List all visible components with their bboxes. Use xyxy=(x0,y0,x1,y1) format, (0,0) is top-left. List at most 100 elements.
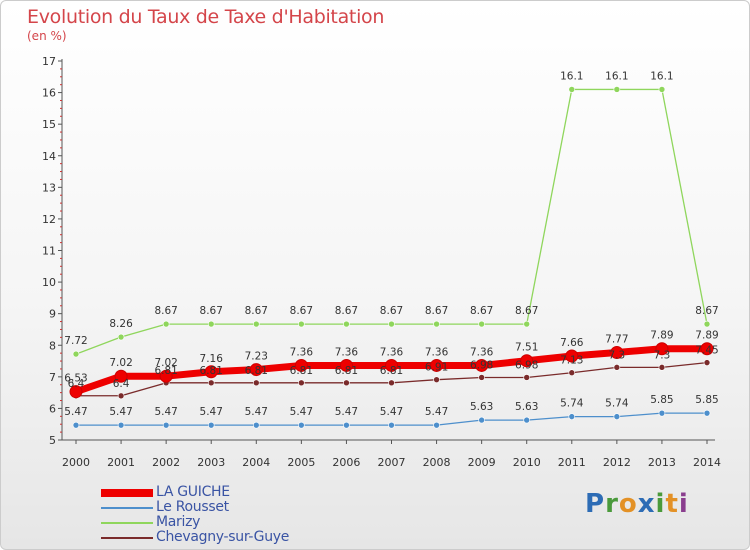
data-point-2 xyxy=(388,320,395,328)
data-label-0: 7.77 xyxy=(605,334,628,346)
data-point-3 xyxy=(298,379,305,387)
logo-letter: x xyxy=(637,489,656,519)
data-point-1 xyxy=(72,421,80,429)
data-point-1 xyxy=(343,421,350,429)
data-label-3: 6.81 xyxy=(245,365,268,377)
legend-label: Chevagny-sur-Guye xyxy=(156,529,290,545)
data-labels-layer: 6.537.02 7.02 7.16 7.23 7.36 7.36 7.36 7.36 7.36… xyxy=(64,70,718,418)
data-point-0 xyxy=(655,342,669,356)
data-label-2: 8.67 xyxy=(245,305,268,317)
data-label-2: 7.72 xyxy=(64,335,87,347)
data-label-3: 6.81 xyxy=(290,365,313,377)
data-label-3: 6.81 xyxy=(335,365,358,377)
data-label-0: 7.36 xyxy=(470,346,494,358)
data-label-2: 8.67 xyxy=(290,305,313,317)
data-point-0 xyxy=(475,358,489,372)
legend-swatch xyxy=(101,522,153,524)
data-label-3: 6.81 xyxy=(200,365,223,377)
data-point-3 xyxy=(478,374,485,381)
x-tick-label: 2008 xyxy=(423,456,451,469)
data-point-3 xyxy=(207,379,215,387)
y-tick-label: 17 xyxy=(42,55,56,68)
data-label-2: 8.67 xyxy=(200,305,223,317)
logo-letter: i xyxy=(655,489,666,519)
data-point-2 xyxy=(478,320,485,328)
data-label-1: 5.85 xyxy=(650,394,673,406)
data-point-1 xyxy=(162,421,170,429)
data-point-3 xyxy=(252,379,260,387)
data-point-3 xyxy=(613,364,621,371)
data-point-2 xyxy=(207,320,215,328)
data-point-1 xyxy=(433,421,440,429)
data-label-2: 8.67 xyxy=(515,305,538,317)
data-label-1: 5.47 xyxy=(380,406,403,418)
data-label-3: 7.45 xyxy=(695,345,718,357)
data-label-1: 5.47 xyxy=(64,406,87,418)
data-point-1 xyxy=(658,409,666,417)
y-tick-label: 10 xyxy=(42,276,56,289)
data-point-1 xyxy=(388,421,395,429)
data-point-2 xyxy=(703,320,711,328)
x-tick-label: 2003 xyxy=(197,456,225,469)
y-tick-label: 9 xyxy=(49,308,56,321)
data-point-2 xyxy=(568,86,576,93)
y-tick-label: 7 xyxy=(49,371,56,384)
data-label-0: 7.51 xyxy=(515,342,538,354)
x-tick-label: 2006 xyxy=(332,456,360,469)
data-label-2: 8.67 xyxy=(425,305,448,317)
data-point-0 xyxy=(565,349,579,363)
x-tick-label: 2007 xyxy=(378,456,406,469)
data-label-1: 5.47 xyxy=(425,406,448,418)
data-point-1 xyxy=(568,413,576,420)
proxiti-logo: Proxiti xyxy=(585,489,689,519)
data-point-0 xyxy=(700,342,714,356)
x-tick-label: 2005 xyxy=(287,456,315,469)
data-point-3 xyxy=(388,379,395,387)
x-tick-label: 2014 xyxy=(693,456,721,469)
x-tick-label: 2011 xyxy=(558,456,586,469)
x-tick-label: 2012 xyxy=(603,456,631,469)
data-label-0: 7.36 xyxy=(380,346,404,358)
legend-label: LA GUICHE xyxy=(156,484,230,500)
legend-swatch xyxy=(101,489,153,497)
data-label-2: 8.67 xyxy=(335,305,358,317)
data-point-2 xyxy=(162,320,170,328)
data-label-3: 6.98 xyxy=(515,359,538,371)
data-point-3 xyxy=(117,392,125,400)
y-tick-label: 8 xyxy=(49,339,56,352)
chart-axes: 5 6 7 8 9 10 11 12 13 14 15 16 17 2000 2001 2002 2003 200… xyxy=(42,55,721,469)
data-label-1: 5.47 xyxy=(200,406,223,418)
data-point-2 xyxy=(523,320,531,328)
data-label-3: 6.91 xyxy=(425,362,448,374)
data-label-1: 5.47 xyxy=(290,406,313,418)
data-label-1: 5.47 xyxy=(154,406,177,418)
data-label-1: 5.74 xyxy=(560,398,584,410)
data-label-0: 7.36 xyxy=(335,346,359,358)
y-tick-label: 15 xyxy=(42,118,56,131)
data-label-0: 7.36 xyxy=(290,346,314,358)
data-label-3: 6.4 xyxy=(68,378,85,390)
data-point-1 xyxy=(298,421,305,429)
data-point-0 xyxy=(385,358,398,372)
chart-title: Evolution du Taux de Taxe d'Habitation xyxy=(27,6,385,28)
data-label-3: 7.13 xyxy=(560,355,583,367)
data-label-3: 6.81 xyxy=(154,365,177,377)
data-point-1 xyxy=(523,416,531,424)
data-label-0: 7.02 xyxy=(109,357,132,369)
data-label-1: 5.74 xyxy=(605,398,629,410)
data-point-1 xyxy=(207,421,215,429)
data-label-1: 5.47 xyxy=(109,406,132,418)
x-tick-label: 2010 xyxy=(513,456,541,469)
data-point-0 xyxy=(294,358,308,372)
data-label-2: 8.67 xyxy=(154,305,177,317)
data-point-3 xyxy=(658,364,666,371)
data-point-1 xyxy=(117,421,125,429)
data-label-2: 16.1 xyxy=(605,70,628,82)
data-label-0: 7.36 xyxy=(425,346,449,358)
data-point-2 xyxy=(117,333,125,341)
data-label-2: 8.67 xyxy=(695,305,718,317)
data-point-0 xyxy=(114,369,128,383)
y-tick-label: 5 xyxy=(49,434,56,447)
x-tick-label: 2001 xyxy=(107,456,135,469)
data-label-0: 7.89 xyxy=(650,330,673,342)
